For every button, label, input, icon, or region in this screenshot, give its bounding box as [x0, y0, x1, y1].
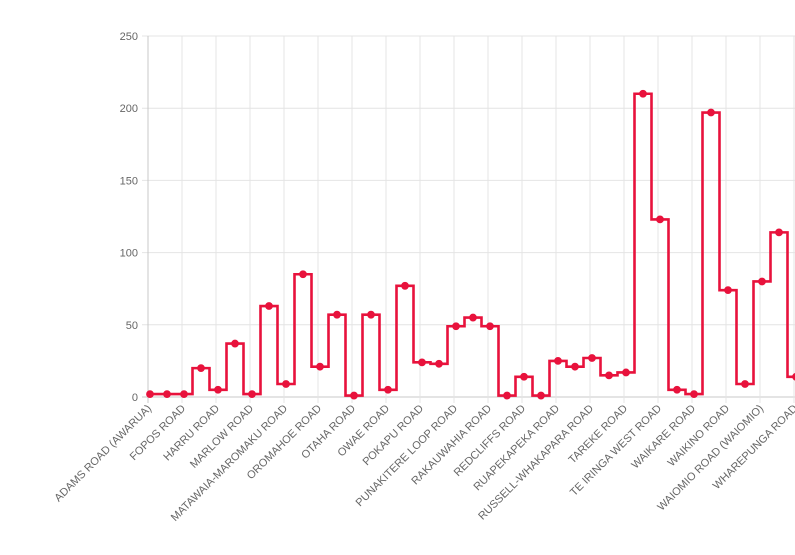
- data-point: [656, 215, 664, 224]
- data-point: [180, 390, 188, 399]
- data-point: [775, 228, 783, 237]
- data-point: [333, 310, 341, 319]
- data-point: [265, 302, 273, 310]
- data-point: [469, 313, 477, 322]
- data-point: [741, 380, 749, 388]
- y-tick-label: 150: [120, 175, 138, 187]
- x-tick-label: TAREKE ROAD: [566, 403, 630, 467]
- x-tick-label: POKAPU ROAD: [361, 403, 427, 469]
- series: [146, 89, 795, 400]
- data-point: [435, 359, 443, 368]
- data-point: [520, 372, 528, 381]
- data-point: [384, 385, 392, 394]
- data-point: [163, 390, 171, 399]
- data-point: [571, 362, 579, 371]
- data-point: [248, 390, 256, 399]
- data-point: [622, 368, 630, 377]
- data-point: [758, 277, 766, 286]
- x-tick-label: WAIKARE ROAD: [629, 403, 698, 472]
- x-tick-label: WAIKINO ROAD: [666, 403, 733, 470]
- data-point: [690, 390, 698, 399]
- y-tick-label: 0: [132, 392, 138, 404]
- data-point: [316, 362, 324, 371]
- data-point: [282, 380, 290, 388]
- data-point: [197, 364, 205, 373]
- data-point: [673, 385, 681, 394]
- y-tick-label: 200: [120, 103, 138, 115]
- y-tick-label: 100: [120, 248, 138, 260]
- data-point: [401, 281, 409, 290]
- y-axis: 0 50 100 150 200 250: [120, 31, 138, 404]
- data-point: [792, 373, 795, 381]
- y-tick-label: 250: [120, 31, 138, 43]
- data-point: [639, 89, 647, 98]
- data-point: [214, 385, 222, 394]
- data-point: [452, 322, 460, 331]
- data-point: [367, 310, 375, 319]
- x-tick-label: MARLOW ROAD: [188, 403, 256, 471]
- data-point: [350, 391, 358, 400]
- data-point: [299, 270, 307, 279]
- data-point: [146, 390, 154, 399]
- grid-lines: [142, 35, 795, 403]
- data-point: [707, 108, 715, 117]
- data-point: [537, 391, 545, 400]
- data-point: [486, 322, 494, 331]
- series-line: [150, 92, 795, 397]
- data-point: [554, 357, 562, 365]
- data-point: [724, 286, 732, 295]
- data-point: [231, 339, 239, 348]
- data-point: [418, 358, 426, 367]
- data-point: [588, 354, 596, 362]
- data-point: [503, 391, 511, 400]
- y-tick-label: 50: [126, 320, 138, 332]
- data-point: [605, 371, 613, 380]
